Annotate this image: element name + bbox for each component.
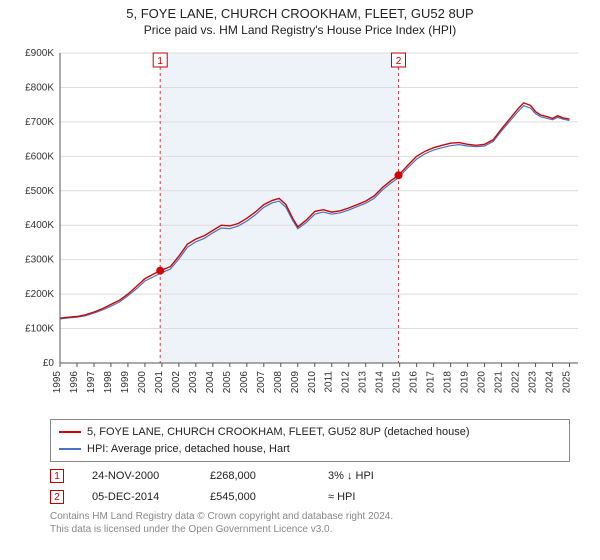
event-delta: ≈ HPI <box>328 487 418 508</box>
svg-text:£800K: £800K <box>25 82 54 93</box>
svg-text:1995: 1995 <box>52 371 63 394</box>
event-marker: 2 <box>50 490 64 504</box>
svg-text:2003: 2003 <box>188 371 199 394</box>
svg-text:£0: £0 <box>43 358 55 369</box>
svg-text:2000: 2000 <box>137 371 148 394</box>
legend-label: 5, FOYE LANE, CHURCH CROOKHAM, FLEET, GU… <box>87 424 469 441</box>
footer-line: Contains HM Land Registry data © Crown c… <box>50 510 570 524</box>
chart-subtitle: Price paid vs. HM Land Registry's House … <box>0 21 600 43</box>
svg-text:2010: 2010 <box>307 371 318 394</box>
event-date: 24-NOV-2000 <box>92 466 182 487</box>
svg-text:2024: 2024 <box>545 371 556 394</box>
svg-text:£200K: £200K <box>25 289 54 300</box>
svg-text:2: 2 <box>396 56 402 67</box>
svg-text:1996: 1996 <box>69 371 80 394</box>
svg-text:£400K: £400K <box>25 220 54 231</box>
svg-text:£600K: £600K <box>25 151 54 162</box>
svg-text:2021: 2021 <box>494 371 505 394</box>
svg-text:2007: 2007 <box>256 371 267 394</box>
event-price: £268,000 <box>210 466 300 487</box>
svg-text:2015: 2015 <box>392 371 403 394</box>
svg-text:£700K: £700K <box>25 117 54 128</box>
chart-area: £0 £100K £200K £300K £400K £500K £600K £700K £80… <box>10 43 590 413</box>
event-price: £545,000 <box>210 487 300 508</box>
svg-text:£100K: £100K <box>25 324 54 335</box>
chart-title: 5, FOYE LANE, CHURCH CROOKHAM, FLEET, GU… <box>0 0 600 21</box>
svg-text:2018: 2018 <box>443 371 454 394</box>
svg-text:2009: 2009 <box>290 371 301 394</box>
svg-text:1: 1 <box>157 56 163 67</box>
svg-text:2016: 2016 <box>409 371 420 394</box>
legend: 5, FOYE LANE, CHURCH CROOKHAM, FLEET, GU… <box>50 419 570 462</box>
svg-text:2014: 2014 <box>375 371 386 394</box>
svg-text:£300K: £300K <box>25 255 54 266</box>
legend-swatch <box>59 431 81 433</box>
svg-text:2002: 2002 <box>171 371 182 394</box>
svg-text:£900K: £900K <box>25 48 54 59</box>
svg-text:£500K: £500K <box>25 186 54 197</box>
event-date: 05-DEC-2014 <box>92 487 182 508</box>
svg-text:2023: 2023 <box>528 371 539 394</box>
svg-text:2004: 2004 <box>205 371 216 394</box>
svg-text:2005: 2005 <box>222 371 233 394</box>
svg-text:2008: 2008 <box>273 371 284 394</box>
svg-text:2013: 2013 <box>358 371 369 394</box>
svg-text:2011: 2011 <box>324 371 335 393</box>
svg-text:2020: 2020 <box>477 371 488 394</box>
svg-text:1997: 1997 <box>86 371 97 394</box>
svg-text:2001: 2001 <box>154 371 165 394</box>
svg-text:1998: 1998 <box>103 371 114 394</box>
event-delta: 3% ↓ HPI <box>328 466 418 487</box>
events-table: 1 24-NOV-2000 £268,000 3% ↓ HPI 2 05-DEC… <box>50 466 570 508</box>
svg-text:1999: 1999 <box>120 371 131 394</box>
legend-item: HPI: Average price, detached house, Hart <box>59 441 561 458</box>
footer-note: Contains HM Land Registry data © Crown c… <box>50 510 570 537</box>
chart-container: 5, FOYE LANE, CHURCH CROOKHAM, FLEET, GU… <box>0 0 600 537</box>
svg-text:2025: 2025 <box>562 371 573 394</box>
footer-line: This data is licensed under the Open Gov… <box>50 523 570 537</box>
legend-swatch <box>59 448 81 450</box>
legend-label: HPI: Average price, detached house, Hart <box>87 441 290 458</box>
svg-text:2017: 2017 <box>426 371 437 394</box>
svg-text:2012: 2012 <box>341 371 352 394</box>
event-row: 1 24-NOV-2000 £268,000 3% ↓ HPI <box>50 466 570 487</box>
svg-text:2019: 2019 <box>460 371 471 394</box>
legend-item: 5, FOYE LANE, CHURCH CROOKHAM, FLEET, GU… <box>59 424 561 441</box>
svg-text:2022: 2022 <box>511 371 522 394</box>
svg-text:2006: 2006 <box>239 371 250 394</box>
event-marker: 1 <box>50 469 64 483</box>
chart-svg: £0 £100K £200K £300K £400K £500K £600K £700K £80… <box>10 43 590 413</box>
event-row: 2 05-DEC-2014 £545,000 ≈ HPI <box>50 487 570 508</box>
